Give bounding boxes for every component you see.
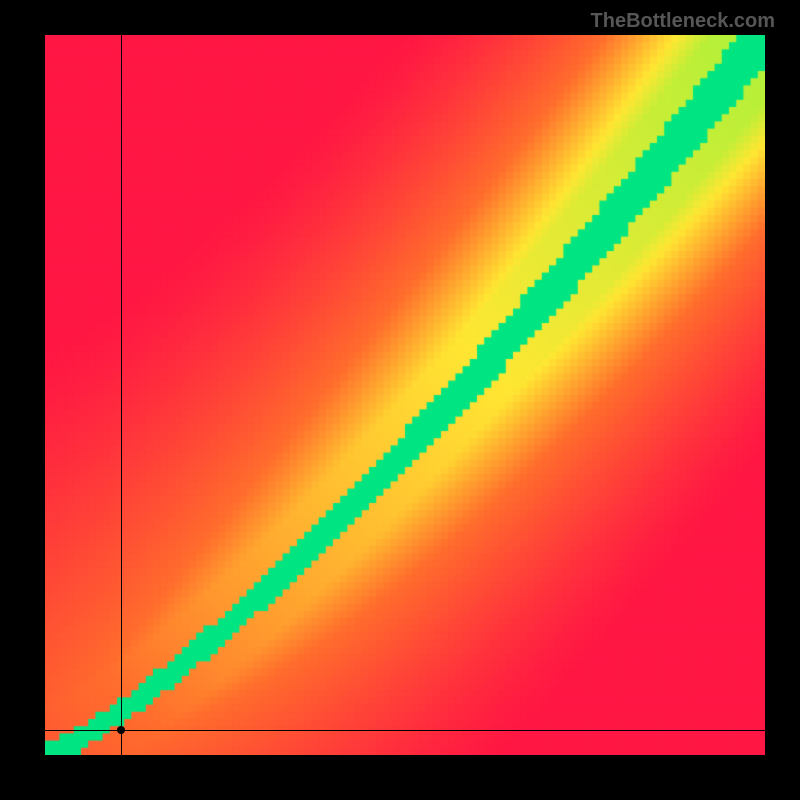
crosshair-horizontal [45,730,765,731]
heatmap-plot [45,35,765,755]
crosshair-vertical [121,35,122,755]
crosshair-marker [117,726,125,734]
watermark-text: TheBottleneck.com [591,10,775,33]
heatmap-canvas [45,35,765,755]
